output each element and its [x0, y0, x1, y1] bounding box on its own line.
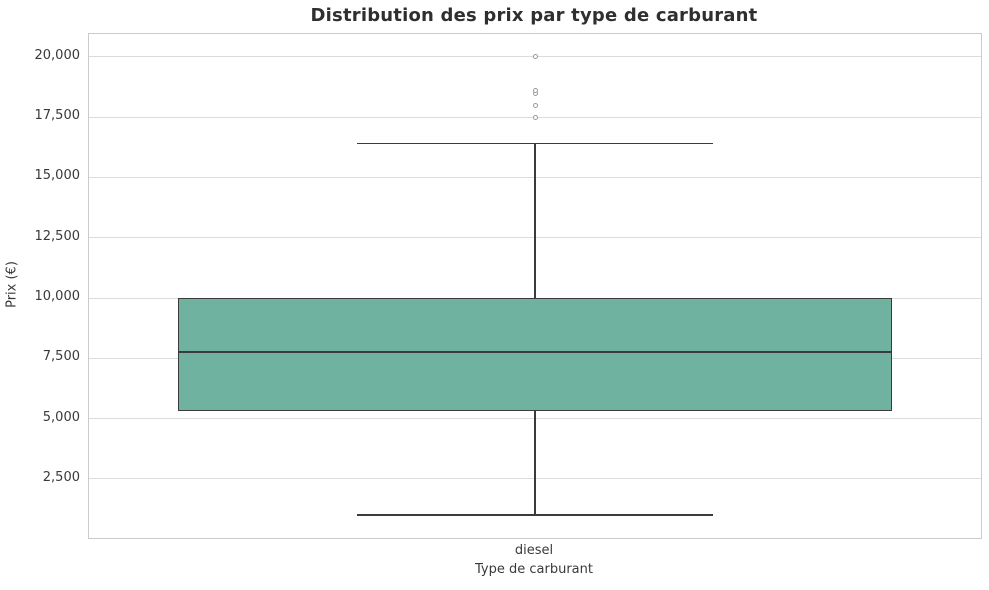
y-tick-label: 5,000 — [42, 409, 80, 425]
upper-whisker-line — [534, 143, 536, 299]
y-tick-label: 20,000 — [34, 47, 81, 63]
y-tick-label: 10,000 — [34, 289, 81, 305]
outlier-point — [532, 54, 538, 60]
outlier-point — [532, 88, 538, 94]
iqr-box — [178, 298, 892, 412]
lower-whisker-line — [534, 411, 536, 516]
y-tick-label: 7,500 — [42, 349, 80, 365]
x-axis-label: Type de carburant — [475, 562, 593, 577]
lower-whisker-cap — [356, 514, 714, 516]
upper-whisker-cap — [356, 143, 714, 145]
plot-area — [88, 33, 982, 539]
median-line — [178, 351, 892, 354]
y-tick-label: 15,000 — [34, 168, 81, 184]
y-tick-label: 12,500 — [34, 228, 81, 244]
y-tick-label: 17,500 — [34, 108, 81, 124]
outlier-point — [532, 114, 538, 120]
y-tick-label: 2,500 — [42, 469, 80, 485]
chart-title: Distribution des prix par type de carbur… — [310, 5, 758, 26]
x-tick-label-diesel: diesel — [514, 543, 554, 558]
outlier-point — [532, 102, 538, 108]
